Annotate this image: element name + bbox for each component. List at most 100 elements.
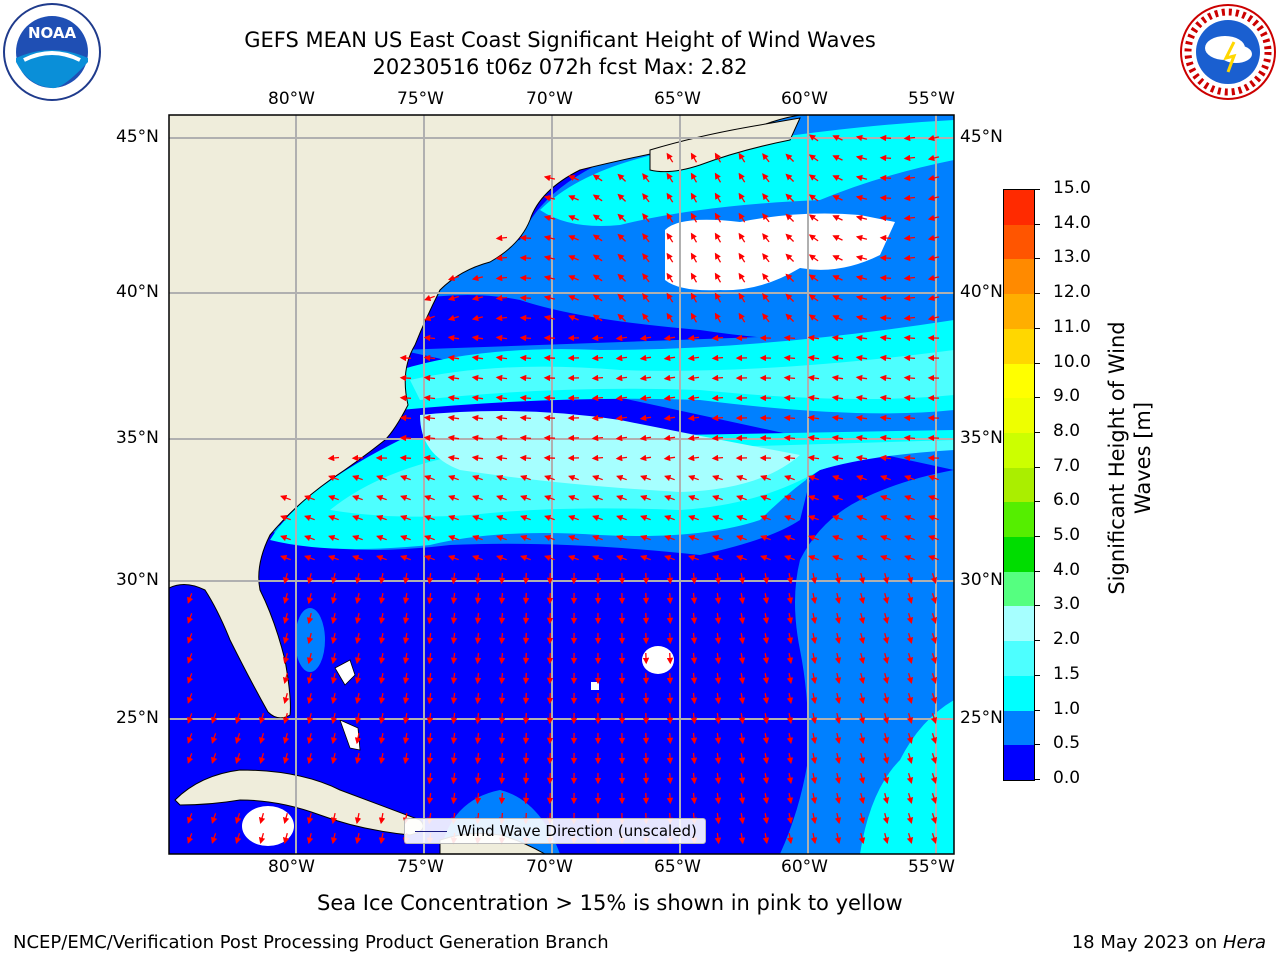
wind-wave-arrow — [352, 515, 363, 522]
wind-wave-arrow — [687, 394, 700, 402]
wind-wave-arrow — [187, 693, 194, 704]
wind-wave-arrow — [328, 515, 339, 522]
wind-wave-arrow — [234, 753, 242, 765]
wind-wave-arrow — [568, 215, 579, 222]
wind-wave-arrow — [522, 792, 530, 805]
wind-wave-arrow — [450, 692, 458, 705]
wind-wave-arrow — [258, 713, 266, 725]
wind-wave-arrow — [810, 832, 818, 845]
wind-wave-arrow — [522, 672, 530, 685]
wind-wave-arrow — [496, 555, 507, 562]
wind-wave-arrow — [855, 274, 868, 282]
wind-wave-arrow — [762, 732, 770, 745]
wind-wave-arrow — [426, 652, 434, 665]
wind-wave-arrow — [903, 334, 916, 342]
colorbar-tick-mark — [1034, 466, 1040, 468]
wind-wave-arrow — [810, 692, 818, 705]
wind-wave-arrow — [906, 673, 914, 685]
wind-wave-arrow — [187, 813, 194, 824]
wind-wave-arrow — [640, 515, 651, 522]
wind-wave-arrow — [714, 572, 722, 585]
wind-wave-arrow — [762, 752, 770, 765]
wind-wave-arrow — [832, 535, 843, 542]
wind-wave-arrow — [471, 454, 484, 462]
wind-wave-arrow — [903, 134, 916, 142]
wind-wave-arrow — [448, 495, 459, 502]
wind-wave-arrow — [906, 573, 914, 585]
wind-wave-arrow — [927, 234, 940, 242]
wind-wave-arrow — [927, 314, 940, 322]
wind-wave-arrow — [714, 812, 722, 825]
wind-wave-arrow — [544, 475, 555, 482]
wind-wave-arrow — [834, 612, 842, 625]
wind-wave-arrow — [738, 592, 746, 605]
wind-wave-arrow — [615, 354, 628, 362]
wind-wave-arrow — [810, 632, 818, 645]
wind-wave-arrow — [832, 275, 843, 282]
wind-wave-arrow — [714, 252, 722, 263]
wind-wave-arrow — [690, 592, 698, 605]
wind-wave-arrow — [616, 555, 627, 562]
wind-wave-arrow — [762, 692, 770, 705]
wind-wave-arrow — [832, 475, 843, 482]
wind-wave-arrow — [448, 555, 459, 562]
colorbar-tick-mark — [1034, 293, 1040, 295]
wind-wave-arrow — [690, 292, 698, 303]
colorbar — [1003, 189, 1035, 781]
wind-wave-arrow — [474, 772, 482, 785]
wind-wave-arrow — [568, 515, 579, 522]
wind-wave-arrow — [519, 294, 532, 302]
wind-wave-arrow — [591, 374, 604, 382]
wind-wave-arrow — [543, 294, 556, 302]
wind-wave-arrow — [639, 454, 652, 462]
wind-wave-arrow — [879, 294, 892, 302]
wind-wave-arrow — [784, 495, 795, 502]
wind-wave-arrow — [592, 234, 603, 242]
svg-text:NOAA: NOAA — [28, 24, 77, 42]
wind-wave-arrow — [474, 692, 482, 705]
wind-wave-arrow — [498, 652, 506, 665]
wind-wave-arrow — [760, 555, 771, 562]
wind-wave-arrow — [520, 495, 531, 502]
wind-wave-arrow — [592, 274, 603, 282]
wind-wave-arrow — [762, 213, 770, 223]
wind-wave-arrow — [424, 475, 435, 482]
wind-wave-arrow — [354, 652, 362, 665]
colorbar-tick-label: 5.0 — [1053, 525, 1081, 546]
wind-wave-arrow — [714, 592, 722, 605]
wind-wave-arrow — [399, 354, 412, 362]
wind-wave-arrow — [543, 274, 556, 282]
colorbar-tick-mark — [1034, 327, 1040, 329]
wind-wave-arrow — [785, 293, 795, 302]
wind-wave-arrow — [687, 454, 700, 462]
wind-wave-arrow — [832, 235, 843, 242]
wind-wave-arrow — [666, 192, 674, 203]
wind-wave-arrow — [760, 495, 771, 502]
wind-wave-arrow — [519, 354, 532, 362]
wind-wave-arrow — [423, 354, 436, 362]
wind-wave-arrow — [930, 573, 938, 585]
wind-wave-arrow — [927, 214, 940, 222]
wind-wave-arrow — [640, 535, 651, 542]
wind-wave-arrow — [903, 454, 916, 462]
wind-wave-arrow — [234, 713, 242, 725]
wind-wave-arrow — [568, 175, 579, 182]
wind-wave-arrow — [352, 535, 363, 542]
nws-logo — [1178, 2, 1278, 102]
wind-wave-arrow — [426, 592, 434, 605]
wind-wave-arrow — [328, 535, 339, 542]
wind-wave-arrow — [785, 233, 795, 242]
wind-wave-arrow — [690, 212, 698, 223]
wind-wave-arrow — [306, 732, 314, 745]
wind-wave-arrow — [450, 572, 458, 585]
colorbar-segment — [1004, 502, 1034, 538]
wind-wave-arrow — [495, 274, 508, 282]
wind-wave-arrow — [762, 712, 770, 725]
wind-wave-arrow — [210, 753, 218, 764]
wind-wave-arrow — [690, 652, 698, 665]
wind-wave-arrow — [736, 535, 747, 542]
colorbar-tick-mark — [1034, 674, 1040, 676]
wind-wave-arrow — [474, 572, 482, 585]
no-data-patch-north — [665, 213, 895, 291]
wind-wave-arrow — [880, 495, 891, 502]
